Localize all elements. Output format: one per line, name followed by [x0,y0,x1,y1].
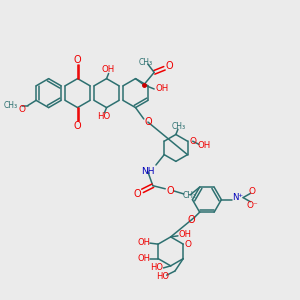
Text: CH₃: CH₃ [172,122,186,131]
Text: CH₃: CH₃ [139,58,153,67]
Text: O: O [166,61,173,71]
Text: OH: OH [102,65,115,74]
Text: OH: OH [137,238,150,247]
Text: O: O [189,137,196,146]
Text: O: O [134,189,141,199]
Text: O: O [144,117,152,127]
Text: O: O [74,55,81,65]
Text: O: O [249,187,256,196]
Text: HO: HO [97,112,110,122]
Text: HO: HO [156,272,169,281]
Text: HO: HO [150,263,163,272]
Text: NH: NH [141,167,154,176]
Text: O: O [188,215,195,226]
Text: OH: OH [156,85,169,94]
Text: OH: OH [197,141,211,150]
Text: O: O [74,121,81,131]
Text: OH: OH [137,254,150,263]
Text: O: O [167,186,174,196]
Text: O⁻: O⁻ [247,201,258,210]
Text: N⁺: N⁺ [232,193,244,202]
Text: O: O [185,240,192,249]
Text: CH₃: CH₃ [3,101,17,110]
Text: O: O [18,105,25,114]
Text: OH: OH [179,230,192,239]
Text: CH₂: CH₂ [183,190,197,200]
